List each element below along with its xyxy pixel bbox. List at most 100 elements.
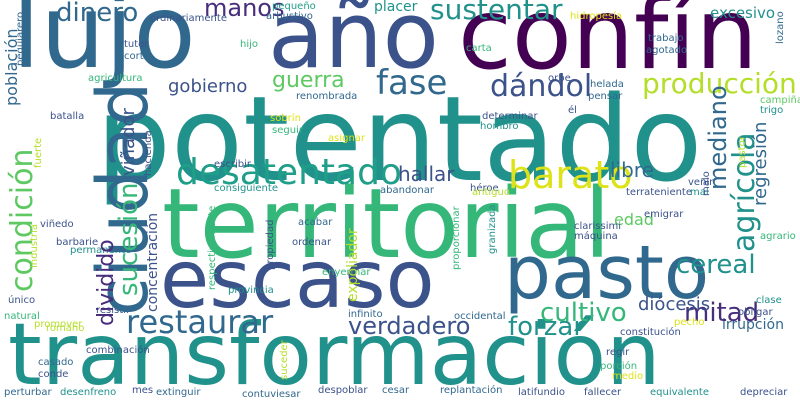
word-pegujarero: pegujarero (15, 11, 26, 66)
word-extinguir: extinguir (156, 387, 201, 398)
word-sobrin: sobrín (270, 113, 301, 124)
word-malo: malo (701, 171, 712, 196)
word-batalla: batalla (50, 111, 85, 122)
word-desatentado: desatentado (176, 152, 402, 193)
word-hombro: hombro (480, 121, 519, 132)
word-hijo: hijo (240, 39, 259, 50)
word-agotado: agotado (646, 45, 688, 56)
word-replantacion: replantación (440, 385, 503, 396)
word-dandol: dándol (490, 69, 593, 104)
word-antiguo-usurario: antiguo (472, 187, 510, 198)
word-diocesis: diócesis (638, 294, 711, 315)
word-casado: casado (38, 357, 74, 368)
word-ordenar: ordenar (292, 237, 332, 248)
word-agrario: agrario (760, 231, 796, 242)
word-guerra: guerra (272, 68, 345, 93)
word-combinacion: combinación (86, 345, 150, 356)
word-excesivo: excesivo (710, 4, 776, 22)
word-clarissimi: clarissimi (574, 221, 622, 232)
word-produccion: producción (642, 67, 797, 100)
word-acabar: acabar (298, 217, 333, 228)
word-expoliador: expoliador (345, 228, 361, 302)
word-fuerte: fuerte (33, 137, 44, 168)
word-determinar: determinar (482, 111, 538, 122)
word-hidropesia: hidropesía (570, 11, 623, 22)
word-escaso: escaso (160, 233, 435, 326)
word-granizada: granizada (487, 204, 498, 254)
word-arbustivo: arbustivo (266, 11, 313, 22)
word-confin: confín (458, 0, 758, 92)
word-respectivamente: respectivamente (207, 205, 218, 290)
word-renombrada: renombrada (296, 91, 358, 102)
word-transformacion: transformación (8, 305, 661, 400)
word-ano: año (268, 0, 439, 89)
word-dinero: dinero (56, 0, 139, 28)
word-regresion: regresión (750, 121, 771, 206)
word-libre: libre (610, 158, 654, 182)
word-agricultura: agricultura (88, 73, 143, 84)
word-permanente: permanente (70, 245, 132, 256)
word-consiguiente: consiguiente (214, 183, 278, 194)
word-sustentar: sustentar (430, 0, 563, 26)
word-porcion: porción (600, 361, 638, 372)
word-lujo: lujo (12, 0, 196, 92)
word-regir: regir (606, 347, 630, 358)
word-edad: edad (614, 210, 654, 229)
word-manos: manos (204, 0, 285, 22)
word-asignar: asignar (328, 133, 366, 144)
word-mal: mal (690, 187, 709, 198)
word-irrupcion: irrupción (722, 317, 784, 333)
word-el: él (568, 105, 577, 116)
word-proporcionar: proporcionar (451, 206, 462, 270)
word-constitucion: constitución (620, 327, 681, 338)
word-orbe: orbe (548, 73, 571, 84)
word-barato: barato (508, 153, 633, 197)
word-conde: conde (38, 369, 69, 380)
word-resistir: resistir (96, 305, 131, 316)
word-trigo: trigo (760, 105, 784, 116)
word-equivalente: equivalente (650, 387, 710, 398)
word-depreciar: depreciar (740, 387, 788, 398)
word-medio: medio (612, 371, 644, 382)
word-condicion: condición (5, 148, 40, 292)
word-heroe: héroe (470, 183, 499, 194)
word-fallecer: fallecer (584, 387, 622, 398)
word-pensar: pensar (588, 91, 623, 102)
word-emigrar: emigrar (644, 209, 684, 220)
word-potentado: potentado (96, 70, 703, 208)
word-abandonar: abandonar (380, 185, 434, 196)
word-occidental: occidental (454, 311, 506, 322)
word-restaurar: restaurar (126, 303, 274, 341)
word-infinito: infinito (348, 309, 383, 320)
word-corta: corta (124, 51, 150, 62)
word-tutor: tutor (124, 39, 149, 50)
word-hacienda: hacienda (143, 130, 154, 176)
word-seguir: seguir (272, 125, 303, 136)
word-pastor: pastor (737, 136, 748, 168)
word-terrateniente: terrateniente (626, 187, 693, 198)
word-unico: único (8, 295, 36, 306)
word-ordinariamente: ordinariamente (150, 13, 227, 24)
word-pequeno: pequeño (272, 1, 316, 12)
word-industria: industria (29, 224, 40, 268)
word-vinador: viñador (118, 108, 139, 176)
word-romano: romano (46, 323, 85, 334)
word-helada: helada (590, 79, 624, 90)
word-fase: fase (376, 63, 448, 103)
word-gobierno: gobierno (168, 76, 248, 97)
word-campina: campiña (760, 95, 800, 106)
word-suceder: suceder (279, 340, 290, 380)
word-carta: carta (466, 43, 492, 54)
word-desenfreno: desenfreno (60, 387, 117, 398)
word-clase: clase (756, 295, 782, 306)
word-pasto: pasto (504, 230, 710, 316)
word-territorial: territorial (162, 168, 611, 280)
word-cultivo: cultivo (540, 298, 627, 328)
word-forzar: forzar (508, 312, 585, 342)
word-enyermar: enyermar (322, 267, 371, 278)
word-cereal: cereal (676, 250, 756, 280)
word-barbarie: barbarie (56, 237, 99, 248)
word-obligar: obligar (738, 307, 773, 318)
word-propiedad: propiedad (265, 219, 276, 270)
